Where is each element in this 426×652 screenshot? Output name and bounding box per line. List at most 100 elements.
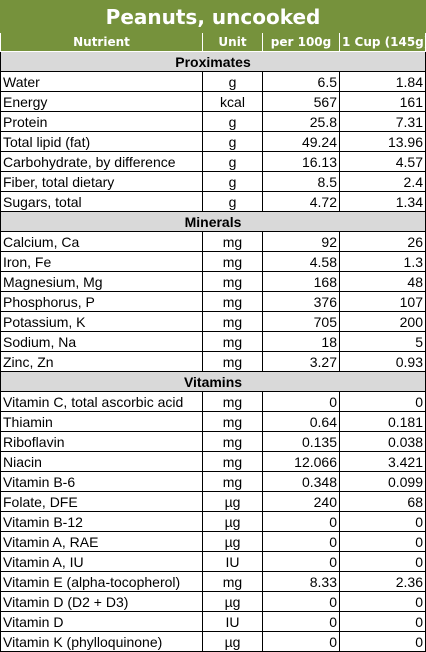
per-100g-cell: 705 [262,311,340,332]
per-cup-cell: 161 [339,91,426,112]
per-100g-cell: 6.5 [262,71,340,92]
unit-cell: mg [202,311,263,332]
table-row: Vitamin B-12 µg 0 0 [0,511,426,532]
unit-cell: µg [202,531,263,552]
per-100g-cell: 16.13 [262,151,340,172]
unit-cell: mg [202,291,263,312]
unit-cell: mg [202,411,263,432]
header-unit: Unit [202,32,263,52]
per-100g-cell: 0 [262,611,340,632]
table-row: Niacin mg 12.066 3.421 [0,451,426,472]
table-row: Vitamin C, total ascorbic acid mg 0 0 [0,391,426,412]
per-cup-cell: 0 [339,591,426,612]
unit-cell: IU [202,611,263,632]
per-cup-cell: 1.84 [339,71,426,92]
table-row: Carbohydrate, by difference g 16.13 4.57 [0,151,426,172]
per-100g-cell: 8.33 [262,571,340,592]
section-header-row: Minerals [0,211,426,232]
table-row: Energy kcal 567 161 [0,91,426,112]
per-100g-cell: 0 [262,631,340,652]
per-100g-cell: 0 [262,531,340,552]
unit-cell: g [202,131,263,152]
section-title: Proximates [0,51,426,72]
per-cup-cell: 1.3 [339,251,426,272]
table-row: Zinc, Zn mg 3.27 0.93 [0,351,426,372]
per-100g-cell: 25.8 [262,111,340,132]
nutrient-name-cell: Niacin [0,451,203,472]
per-100g-cell: 0 [262,391,340,412]
unit-cell: g [202,111,263,132]
nutrient-name-cell: Total lipid (fat) [0,131,203,152]
unit-cell: µg [202,631,263,652]
nutrient-name-cell: Vitamin B-6 [0,471,203,492]
section-title: Vitamins [0,371,426,392]
per-cup-cell: 5 [339,331,426,352]
per-100g-cell: 0 [262,511,340,532]
nutrient-name-cell: Water [0,71,203,92]
table-row: Magnesium, Mg mg 168 48 [0,271,426,292]
unit-cell: mg [202,251,263,272]
table-row: Thiamin mg 0.64 0.181 [0,411,426,432]
per-100g-cell: 168 [262,271,340,292]
nutrient-name-cell: Vitamin B-12 [0,511,203,532]
header-row: Nutrient Unit per 100g 1 Cup (145g) [0,32,426,52]
per-cup-cell: 3.421 [339,451,426,472]
per-100g-cell: 240 [262,491,340,512]
per-cup-cell: 13.96 [339,131,426,152]
nutrient-name-cell: Vitamin E (alpha-tocopherol) [0,571,203,592]
unit-cell: mg [202,451,263,472]
per-cup-cell: 26 [339,231,426,252]
nutrient-name-cell: Energy [0,91,203,112]
nutrient-name-cell: Zinc, Zn [0,351,203,372]
per-100g-cell: 18 [262,331,340,352]
table-row: Vitamin B-6 mg 0.348 0.099 [0,471,426,492]
per-100g-cell: 4.58 [262,251,340,272]
per-100g-cell: 567 [262,91,340,112]
per-100g-cell: 3.27 [262,351,340,372]
unit-cell: mg [202,331,263,352]
header-nutrient: Nutrient [0,32,203,52]
per-cup-cell: 0.181 [339,411,426,432]
per-100g-cell: 92 [262,231,340,252]
nutrient-name-cell: Potassium, K [0,311,203,332]
per-cup-cell: 0 [339,391,426,412]
per-100g-cell: 0.64 [262,411,340,432]
nutrient-name-cell: Thiamin [0,411,203,432]
nutrient-name-cell: Calcium, Ca [0,231,203,252]
section-title: Minerals [0,211,426,232]
table-row: Vitamin E (alpha-tocopherol) mg 8.33 2.36 [0,571,426,592]
table-row: Vitamin A, RAE µg 0 0 [0,531,426,552]
nutrient-name-cell: Vitamin A, RAE [0,531,203,552]
nutrient-name-cell: Vitamin D (D2 + D3) [0,591,203,612]
nutrient-name-cell: Vitamin C, total ascorbic acid [0,391,203,412]
per-100g-cell: 376 [262,291,340,312]
per-cup-cell: 2.4 [339,171,426,192]
per-100g-cell: 0.135 [262,431,340,452]
nutrient-name-cell: Vitamin A, IU [0,551,203,572]
per-cup-cell: 200 [339,311,426,332]
table-row: Riboflavin mg 0.135 0.038 [0,431,426,452]
per-cup-cell: 7.31 [339,111,426,132]
unit-cell: µg [202,591,263,612]
per-cup-cell: 68 [339,491,426,512]
table-row: Vitamin A, IU IU 0 0 [0,551,426,572]
nutrient-name-cell: Phosphorus, P [0,291,203,312]
nutrient-name-cell: Vitamin K (phylloquinone) [0,631,203,652]
unit-cell: kcal [202,91,263,112]
nutrient-name-cell: Carbohydrate, by difference [0,151,203,172]
table-row: Vitamin K (phylloquinone) µg 0 0 [0,631,426,652]
header-per-100g: per 100g [262,32,340,52]
per-cup-cell: 2.36 [339,571,426,592]
nutrient-name-cell: Magnesium, Mg [0,271,203,292]
table-row: Vitamin D (D2 + D3) µg 0 0 [0,591,426,612]
per-cup-cell: 1.34 [339,191,426,212]
nutrient-name-cell: Protein [0,111,203,132]
per-cup-cell: 0 [339,531,426,552]
unit-cell: mg [202,471,263,492]
unit-cell: µg [202,511,263,532]
per-cup-cell: 0 [339,551,426,572]
table-row: Iron, Fe mg 4.58 1.3 [0,251,426,272]
